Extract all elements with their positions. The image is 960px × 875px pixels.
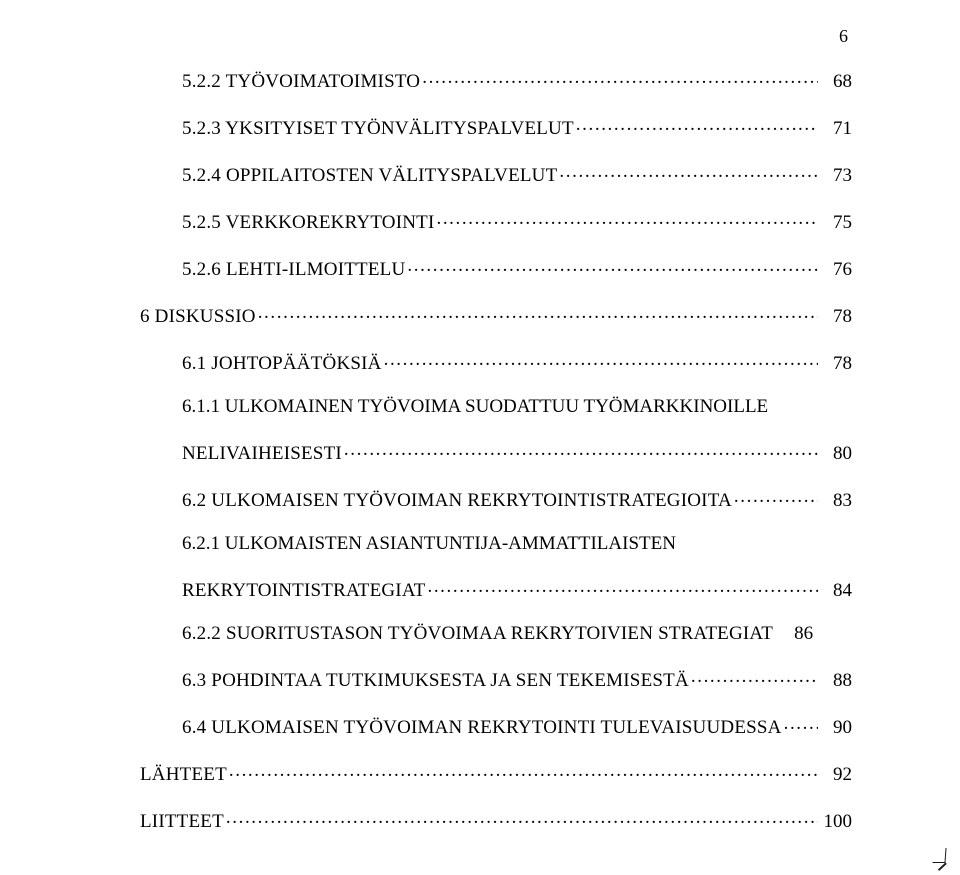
toc-leader-dots: [427, 577, 818, 596]
toc-label: 6.2.2 SUORITUSTASON TYÖVOIMAA REKRYTOIVI…: [182, 624, 773, 643]
toc-leader-dots: [344, 440, 818, 459]
toc-page-number: 75: [820, 213, 852, 232]
toc-label: 6.2 ULKOMAISEN TYÖVOIMAN REKRYTOINTISTRA…: [182, 491, 732, 510]
toc-entry: 6.4 ULKOMAISEN TYÖVOIMAN REKRYTOINTI TUL…: [140, 714, 852, 737]
toc-leader-dots: [436, 209, 818, 228]
page-corner-mark-icon: [932, 848, 946, 863]
toc-label: 5.2.2 TYÖVOIMATOIMISTO: [182, 72, 420, 91]
toc-label: 5.2.4 OPPILAITOSTEN VÄLITYSPALVELUT: [182, 166, 557, 185]
toc-page-number: 71: [820, 119, 852, 138]
toc-label: 6.2.1 ULKOMAISTEN ASIANTUNTIJA-AMMATTILA…: [140, 534, 852, 553]
toc-label: NELIVAIHEISESTI: [182, 444, 342, 463]
toc-leader-dots: [691, 667, 818, 686]
toc-page-number: 100: [820, 812, 852, 831]
toc-leader-dots: [784, 714, 818, 733]
toc-page-number: 78: [820, 354, 852, 373]
toc-entry: 5.2.6 LEHTI-ILMOITTELU 76: [140, 256, 852, 279]
toc-label: 5.2.3 YKSITYISET TYÖNVÄLITYSPALVELUT: [182, 119, 574, 138]
toc-entry: 5.2.3 YKSITYISET TYÖNVÄLITYSPALVELUT 71: [140, 115, 852, 138]
toc-leader-dots: [407, 256, 818, 275]
toc-leader-dots: [226, 808, 818, 827]
toc-entry: 6.2.2 SUORITUSTASON TYÖVOIMAA REKRYTOIVI…: [140, 624, 852, 643]
toc-label: 5.2.5 VERKKOREKRYTOINTI: [182, 213, 434, 232]
toc-page-number: 86: [781, 624, 813, 643]
toc-entry: 5.2.4 OPPILAITOSTEN VÄLITYSPALVELUT 73: [140, 162, 852, 185]
toc-entry: 6.1.1 ULKOMAINEN TYÖVOIMA SUODATTUU TYÖM…: [140, 397, 852, 463]
toc-page-number: 83: [820, 491, 852, 510]
toc-leader-dots: [229, 761, 818, 780]
toc-entry: 6.1 JOHTOPÄÄTÖKSIÄ 78: [140, 350, 852, 373]
toc-page-number: 84: [820, 581, 852, 600]
toc-page-number: 92: [820, 765, 852, 784]
toc-entry: LIITTEET 100: [140, 808, 852, 831]
toc-entry: 6.3 POHDINTAA TUTKIMUKSESTA JA SEN TEKEM…: [140, 667, 852, 690]
toc-page-number: 80: [820, 444, 852, 463]
toc-entry: 5.2.5 VERKKOREKRYTOINTI 75: [140, 209, 852, 232]
toc-label: 6.3 POHDINTAA TUTKIMUKSESTA JA SEN TEKEM…: [182, 671, 689, 690]
toc-page-number: 88: [820, 671, 852, 690]
page-number: 6: [839, 26, 848, 47]
toc-entry: 6.2.1 ULKOMAISTEN ASIANTUNTIJA-AMMATTILA…: [140, 534, 852, 600]
toc-leader-dots: [258, 303, 818, 322]
toc-label: LÄHTEET: [140, 765, 227, 784]
toc-entry: LÄHTEET 92: [140, 761, 852, 784]
document-page: 6 5.2.2 TYÖVOIMATOIMISTO 68 5.2.3 YKSITYIS…: [0, 0, 960, 875]
toc-leader-dots: [734, 487, 818, 506]
toc-label: 6.1.1 ULKOMAINEN TYÖVOIMA SUODATTUU TYÖM…: [140, 397, 852, 416]
toc-label: 6 DISKUSSIO: [140, 307, 256, 326]
toc-page-number: 76: [820, 260, 852, 279]
toc-label: 6.1 JOHTOPÄÄTÖKSIÄ: [182, 354, 382, 373]
toc-label: REKRYTOINTISTRATEGIAT: [182, 581, 425, 600]
table-of-contents: 5.2.2 TYÖVOIMATOIMISTO 68 5.2.3 YKSITYISET…: [140, 68, 852, 831]
toc-page-number: 68: [820, 72, 852, 91]
toc-entry: 6.2 ULKOMAISEN TYÖVOIMAN REKRYTOINTISTRA…: [140, 487, 852, 510]
toc-leader-dots: [576, 115, 818, 134]
toc-page-number: 78: [820, 307, 852, 326]
toc-leader-dots: [559, 162, 818, 181]
toc-page-number: 90: [820, 718, 852, 737]
toc-label: 5.2.6 LEHTI-ILMOITTELU: [182, 260, 405, 279]
toc-leader-dots: [422, 68, 818, 87]
toc-label: LIITTEET: [140, 812, 224, 831]
toc-leader-dots: [384, 350, 818, 369]
toc-entry: 5.2.2 TYÖVOIMATOIMISTO 68: [140, 68, 852, 91]
toc-label: 6.4 ULKOMAISEN TYÖVOIMAN REKRYTOINTI TUL…: [182, 718, 782, 737]
toc-entry: 6 DISKUSSIO 78: [140, 303, 852, 326]
toc-page-number: 73: [820, 166, 852, 185]
